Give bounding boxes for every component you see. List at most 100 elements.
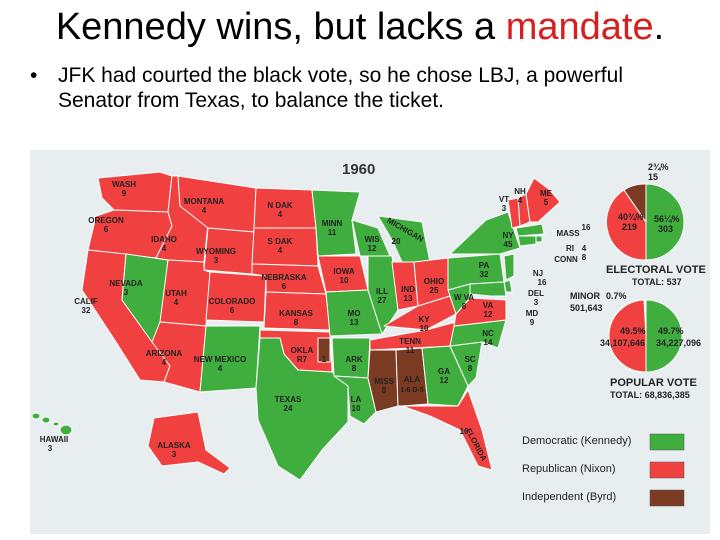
slide-title: Kennedy wins, but lacks a mandate. xyxy=(0,6,720,49)
label-nc: NC xyxy=(482,329,494,338)
label-tenn: TENN xyxy=(399,337,421,346)
ev-sdak: 4 xyxy=(278,246,283,255)
label-ri: RI xyxy=(566,244,574,253)
map-legend: Democratic (Kennedy) Republican (Nixon) … xyxy=(522,433,685,507)
ev-del: 3 xyxy=(534,298,539,307)
ev-nc: 14 xyxy=(484,338,493,347)
ev-utah: 4 xyxy=(174,298,179,307)
legend-democratic-swatch xyxy=(649,433,685,451)
label-pa: PA xyxy=(479,261,490,270)
pv-republican-votes: 34,107,646 xyxy=(600,338,645,348)
label-vt: VT xyxy=(499,195,509,204)
label-mass: MASS xyxy=(556,229,580,238)
ev-alaska: 3 xyxy=(172,450,177,459)
label-alaska: ALASKA xyxy=(157,441,191,450)
ev-ark: 8 xyxy=(352,364,357,373)
ev-independent-pct: 2¾% xyxy=(648,162,669,172)
ev-md: 9 xyxy=(530,318,535,327)
electoral-vote-pie xyxy=(605,183,685,261)
state-miss xyxy=(367,349,399,413)
ev-wis: 12 xyxy=(368,244,377,253)
ev-ri: 4 xyxy=(582,244,587,253)
ev-wyoming: 3 xyxy=(214,256,219,265)
state-minn xyxy=(311,189,361,257)
ev-newmexico: 4 xyxy=(218,364,223,373)
pv-pie-democratic xyxy=(645,299,683,373)
ev-nevada: 3 xyxy=(124,288,129,297)
label-wva: W VA xyxy=(454,293,475,302)
label-montana: MONTANA xyxy=(184,197,225,206)
label-conn: CONN xyxy=(554,255,578,264)
popular-vote-pie xyxy=(608,299,683,373)
ev-minn: 11 xyxy=(328,228,337,237)
label-nj: NJ xyxy=(533,269,543,278)
pv-minor-label: MINOR xyxy=(570,291,600,301)
ev-mo: 13 xyxy=(350,318,359,327)
ev-democratic-pct: 56¼% xyxy=(654,214,680,224)
pv-republican-pct: 49.5% xyxy=(620,326,646,336)
state-sdak xyxy=(251,227,319,267)
label-md: MD xyxy=(526,309,539,318)
label-la: LA xyxy=(351,395,362,404)
ev-idaho: 4 xyxy=(162,244,167,253)
state-conn xyxy=(517,235,537,247)
label-ohio: OHIO xyxy=(424,277,444,286)
ev-ndak: 4 xyxy=(278,210,283,219)
legend-independent-label: Independent (Byrd) xyxy=(522,491,616,503)
label-hawaii: HAWAII xyxy=(40,435,68,444)
pv-label: POPULAR VOTE xyxy=(610,377,697,389)
label-mo: MO xyxy=(348,309,361,318)
ev-pa: 32 xyxy=(480,270,489,279)
ev-republican-pct: 40¾% xyxy=(618,212,644,222)
label-nebraska: NEBRASKA xyxy=(261,273,307,282)
ev-florida: 10 xyxy=(460,427,469,436)
label-wash: WASH xyxy=(112,180,136,189)
state-mass xyxy=(515,223,545,237)
bullet-text: JFK had courted the black vote, so he ch… xyxy=(58,64,623,112)
label-newmexico: NEW MEXICO xyxy=(194,355,246,364)
legend-republican-swatch xyxy=(649,461,685,479)
ev-conn: 8 xyxy=(582,253,587,262)
bullet-point: • JFK had courted the black vote, so he … xyxy=(30,63,680,113)
state-me xyxy=(525,177,561,223)
label-sc: SC xyxy=(464,355,475,364)
title-end: . xyxy=(653,6,665,48)
ev-republican-count: 219 xyxy=(622,222,637,232)
ev-nh: 4 xyxy=(518,196,523,205)
label-okla: OKLA xyxy=(291,346,314,355)
ev-nj: 16 xyxy=(538,278,547,287)
label-utah: UTAH xyxy=(165,289,187,298)
pv-total: TOTAL: 68,836,385 xyxy=(610,390,690,400)
state-hawaii xyxy=(31,412,73,436)
label-idaho: IDAHO xyxy=(151,235,177,244)
label-ind: IND xyxy=(401,285,415,294)
ev-ohio: 25 xyxy=(430,286,439,295)
label-wyoming: WYOMING xyxy=(196,247,236,256)
label-miss: MISS xyxy=(374,377,394,386)
label-kansas: KANSAS xyxy=(279,309,313,318)
ev-mass: 16 xyxy=(582,223,591,232)
label-ndak: N DAK xyxy=(267,201,293,210)
pv-democratic-pct: 49.7% xyxy=(658,326,684,336)
election-map-1960: 1960 WASH 9 OREGON 6 CALIF 32 IDAHO 4 NE… xyxy=(30,150,710,534)
ev-tenn: 11 xyxy=(406,346,415,355)
label-va: VA xyxy=(483,301,494,310)
ev-me: 5 xyxy=(544,198,549,207)
ev-ny: 45 xyxy=(504,240,513,249)
ev-colorado: 6 xyxy=(230,306,235,315)
label-del: DEL xyxy=(528,289,544,298)
label-texas: TEXAS xyxy=(275,395,302,404)
label-ky: KY xyxy=(418,315,430,324)
ev-texas: 24 xyxy=(284,404,293,413)
label-ga: GA xyxy=(438,367,450,376)
label-ill: ILL xyxy=(376,287,388,296)
legend-democratic-label: Democratic (Kennedy) xyxy=(522,435,631,447)
state-okla-byrd xyxy=(317,337,331,363)
state-florida xyxy=(401,389,493,471)
ev-wash: 9 xyxy=(122,189,127,198)
ev-iowa: 10 xyxy=(340,276,349,285)
ev-calif: 32 xyxy=(82,306,91,315)
ev-pie-republican xyxy=(605,189,647,261)
label-wis: WIS xyxy=(364,235,380,244)
pv-minor-pct: 0.7% xyxy=(606,291,627,301)
